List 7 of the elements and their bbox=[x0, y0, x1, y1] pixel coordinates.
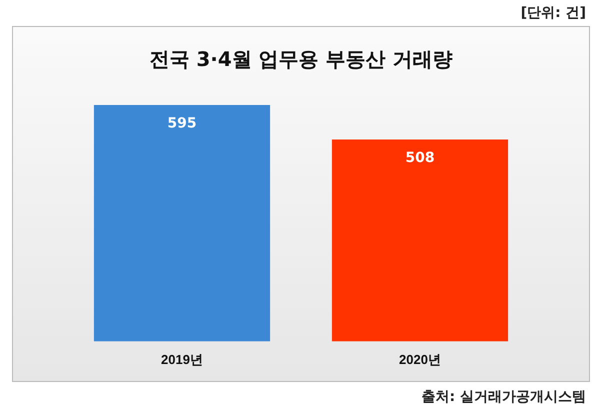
data-label: 595 bbox=[167, 116, 197, 132]
x-tick-label: 2019년 bbox=[161, 352, 203, 367]
source-note: 출처: 실거래가공개시스템 bbox=[422, 388, 586, 406]
data-label: 508 bbox=[405, 150, 435, 166]
text: [단위: 건] bbox=[520, 4, 586, 22]
chart-title: 전국 3·4월 업무용 부동산 거래량 bbox=[149, 47, 453, 72]
x-tick-label: 2020년 bbox=[399, 352, 441, 367]
